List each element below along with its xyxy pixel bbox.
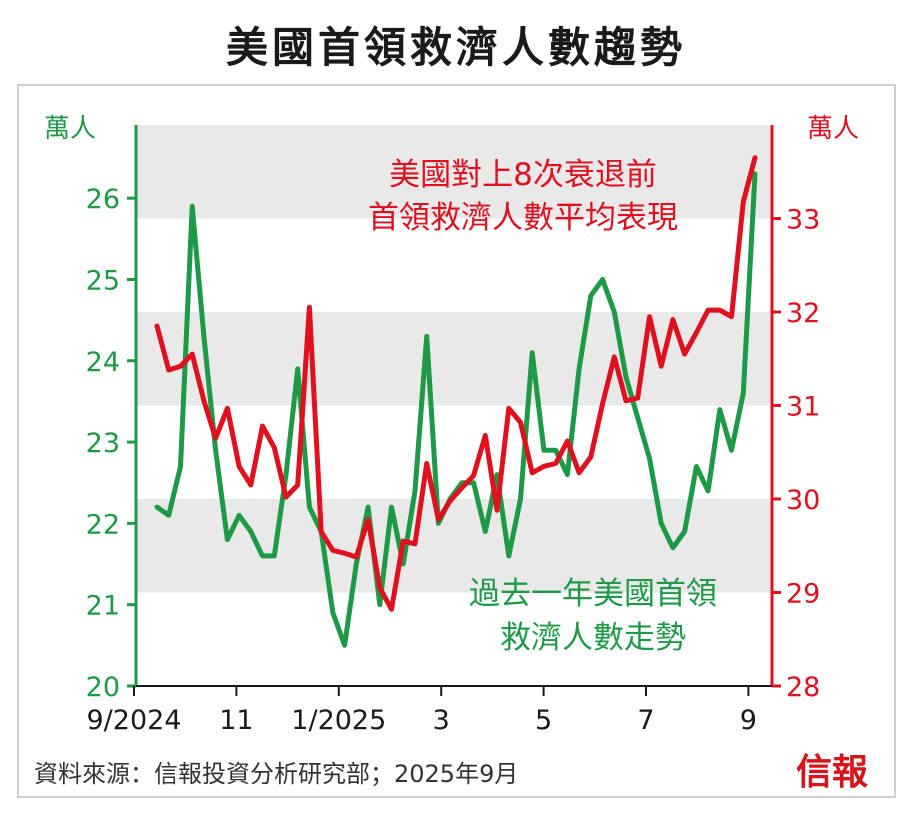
left-axis-unit: 萬人 [44, 114, 96, 144]
left-axis-tick-label: 26 [86, 184, 120, 215]
left-axis-tick-label: 25 [86, 265, 120, 296]
x-axis-ticks: 9/2024 11 1/2025 3 5 7 9 [87, 686, 757, 736]
x-axis-tick-label: 3 [433, 705, 450, 736]
right-axis-ticks: 28 29 30 31 32 33 [772, 205, 820, 703]
right-axis-tick-label: 33 [786, 205, 820, 236]
x-axis-tick-label: 5 [535, 705, 552, 736]
right-axis-tick-label: 32 [786, 298, 820, 329]
left-axis-tick-label: 24 [86, 347, 120, 378]
green-series-annotation-line-1: 過去一年美國首領 [469, 576, 717, 612]
red-series-annotation-line-2: 首領救濟人數平均表現 [368, 200, 678, 236]
chart-title: 美國首領救濟人數趨勢 [226, 23, 686, 72]
source-note: 資料來源：信報投資分析研究部；2025年9月 [34, 760, 518, 788]
x-axis-tick-label: 1/2025 [291, 705, 386, 736]
x-axis-tick-label: 11 [219, 705, 253, 736]
x-axis-tick-label: 7 [637, 705, 654, 736]
left-axis-ticks: 20 21 22 23 24 25 26 [86, 184, 136, 703]
right-axis-tick-label: 29 [786, 579, 820, 610]
background-band [136, 312, 772, 406]
x-axis-tick-label: 9 [740, 705, 757, 736]
background-band [136, 499, 772, 593]
left-axis-tick-label: 20 [86, 672, 120, 703]
series-layer [154, 155, 758, 648]
background-band [136, 125, 772, 219]
background-bands [136, 125, 772, 686]
green-series-annotation-line-2: 救濟人數走勢 [500, 620, 686, 656]
right-axis-tick-label: 30 [786, 485, 820, 516]
x-axis-tick-label: 9/2024 [87, 705, 182, 736]
red-series-annotation-line-1: 美國對上8次衰退前 [389, 157, 657, 193]
right-axis-tick-label: 31 [786, 392, 820, 423]
left-axis-tick-label: 23 [86, 428, 120, 459]
left-axis-tick-label: 22 [86, 509, 120, 540]
right-axis-tick-label: 28 [786, 672, 820, 703]
chart-frame [17, 84, 896, 798]
left-axis-tick-label: 21 [86, 591, 120, 622]
right-axis-unit: 萬人 [807, 114, 859, 144]
publisher-logo: 信報 [796, 751, 868, 793]
red-series-line [154, 155, 758, 612]
